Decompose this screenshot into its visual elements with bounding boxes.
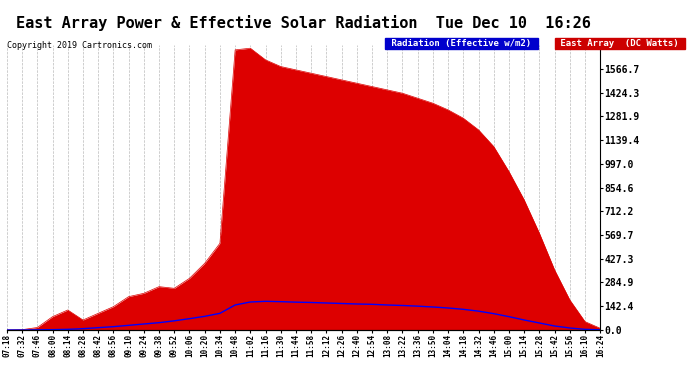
Text: East Array  (DC Watts): East Array (DC Watts): [555, 39, 684, 48]
Text: East Array Power & Effective Solar Radiation  Tue Dec 10  16:26: East Array Power & Effective Solar Radia…: [16, 15, 591, 31]
Text: Copyright 2019 Cartronics.com: Copyright 2019 Cartronics.com: [7, 41, 152, 50]
Text: Radiation (Effective w/m2): Radiation (Effective w/m2): [386, 39, 537, 48]
